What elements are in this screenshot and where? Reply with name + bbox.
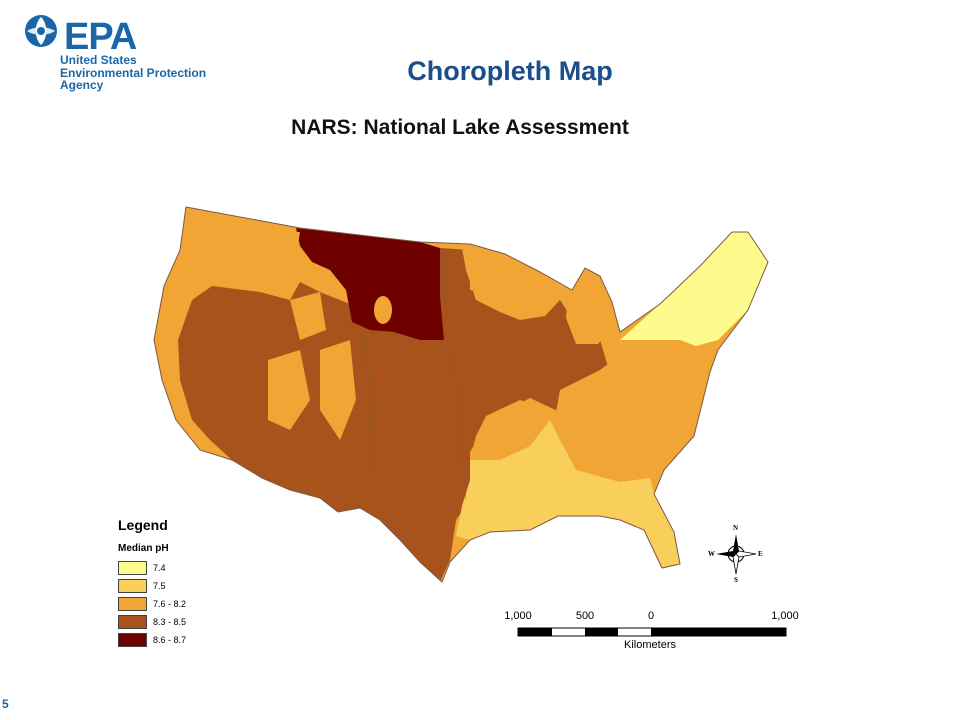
scale-units: Kilometers [624, 639, 676, 651]
compass-north-label: N [733, 524, 739, 532]
north-arrow-compass: N S E W [708, 524, 764, 584]
legend-swatch [118, 597, 147, 611]
logo-line: Agency [60, 78, 104, 92]
scale-bar-graphic [517, 627, 787, 637]
legend-swatch [118, 615, 147, 629]
legend-item: 8.6 - 8.7 [118, 631, 248, 649]
us-outline [153, 206, 769, 583]
region-southeast-light [456, 420, 680, 568]
scale-tick-label: 500 [575, 610, 595, 622]
region-upper-midwest-orange [462, 248, 560, 320]
legend-swatch [118, 579, 147, 593]
legend-item: 7.4 [118, 559, 248, 577]
legend-label: 8.3 - 8.5 [153, 617, 187, 627]
logo-wordmark: EPA [64, 16, 137, 58]
legend-swatch [118, 633, 147, 647]
slide-title: Choropleth Map [407, 56, 613, 86]
epa-flower-icon [25, 15, 57, 47]
compass-south-label: S [734, 576, 738, 584]
compass-rose-icon [716, 534, 757, 575]
scale-tick-label: 1,000 [771, 610, 799, 622]
legend-title: Legend [118, 517, 168, 533]
region-idaho-orange [290, 292, 326, 340]
logo-line: Environmental Protection [60, 65, 207, 80]
legend-label: 7.5 [153, 581, 166, 591]
legend-swatch [118, 561, 147, 575]
legend-item: 8.3 - 8.5 [118, 613, 248, 631]
region-north-rockies-orange [250, 232, 300, 270]
region-interior-brown [178, 248, 612, 582]
legend-item: 7.6 - 8.2 [118, 595, 248, 613]
internal-boundary [351, 321, 373, 471]
legend-label: 8.6 - 8.7 [153, 635, 187, 645]
scale-tick-label: 0 [647, 610, 655, 622]
region-utah-orange [268, 350, 310, 430]
region-northern-plains-darkred [296, 228, 444, 340]
scale-tick-label: 1,000 [504, 610, 532, 622]
region-colorado-orange [320, 340, 356, 440]
legend-label: 7.6 - 8.2 [153, 599, 187, 609]
compass-east-label: E [758, 550, 763, 558]
legend-item: 7.5 [118, 577, 248, 595]
epa-logo: EPA United States Environmental Protecti… [24, 14, 224, 94]
compass-west-label: W [708, 550, 715, 558]
region-pacific-nw-orange [160, 262, 196, 320]
legend-label: 7.4 [153, 563, 166, 573]
internal-boundary [443, 249, 467, 501]
region-appalachian-orange [556, 334, 700, 476]
map-title: NARS: National Lake Assessment [291, 116, 629, 139]
legend: Legend Median pH 7.4 7.5 7.6 - 8.2 8.3 -… [118, 517, 248, 649]
legend-subtitle: Median pH [118, 543, 169, 554]
region-kentucky-orange [470, 400, 560, 462]
region-michigan-orange [566, 268, 612, 344]
region-black-hills-orange [374, 296, 392, 324]
logo-line: United States [60, 53, 137, 67]
scale-bar: 1,000 500 0 1,000 Kilometers [500, 610, 810, 654]
region-northeast-yellow [620, 232, 768, 346]
page-number: 5 [2, 697, 9, 711]
logo-agency-name: United States Environmental Protection A… [60, 54, 206, 92]
